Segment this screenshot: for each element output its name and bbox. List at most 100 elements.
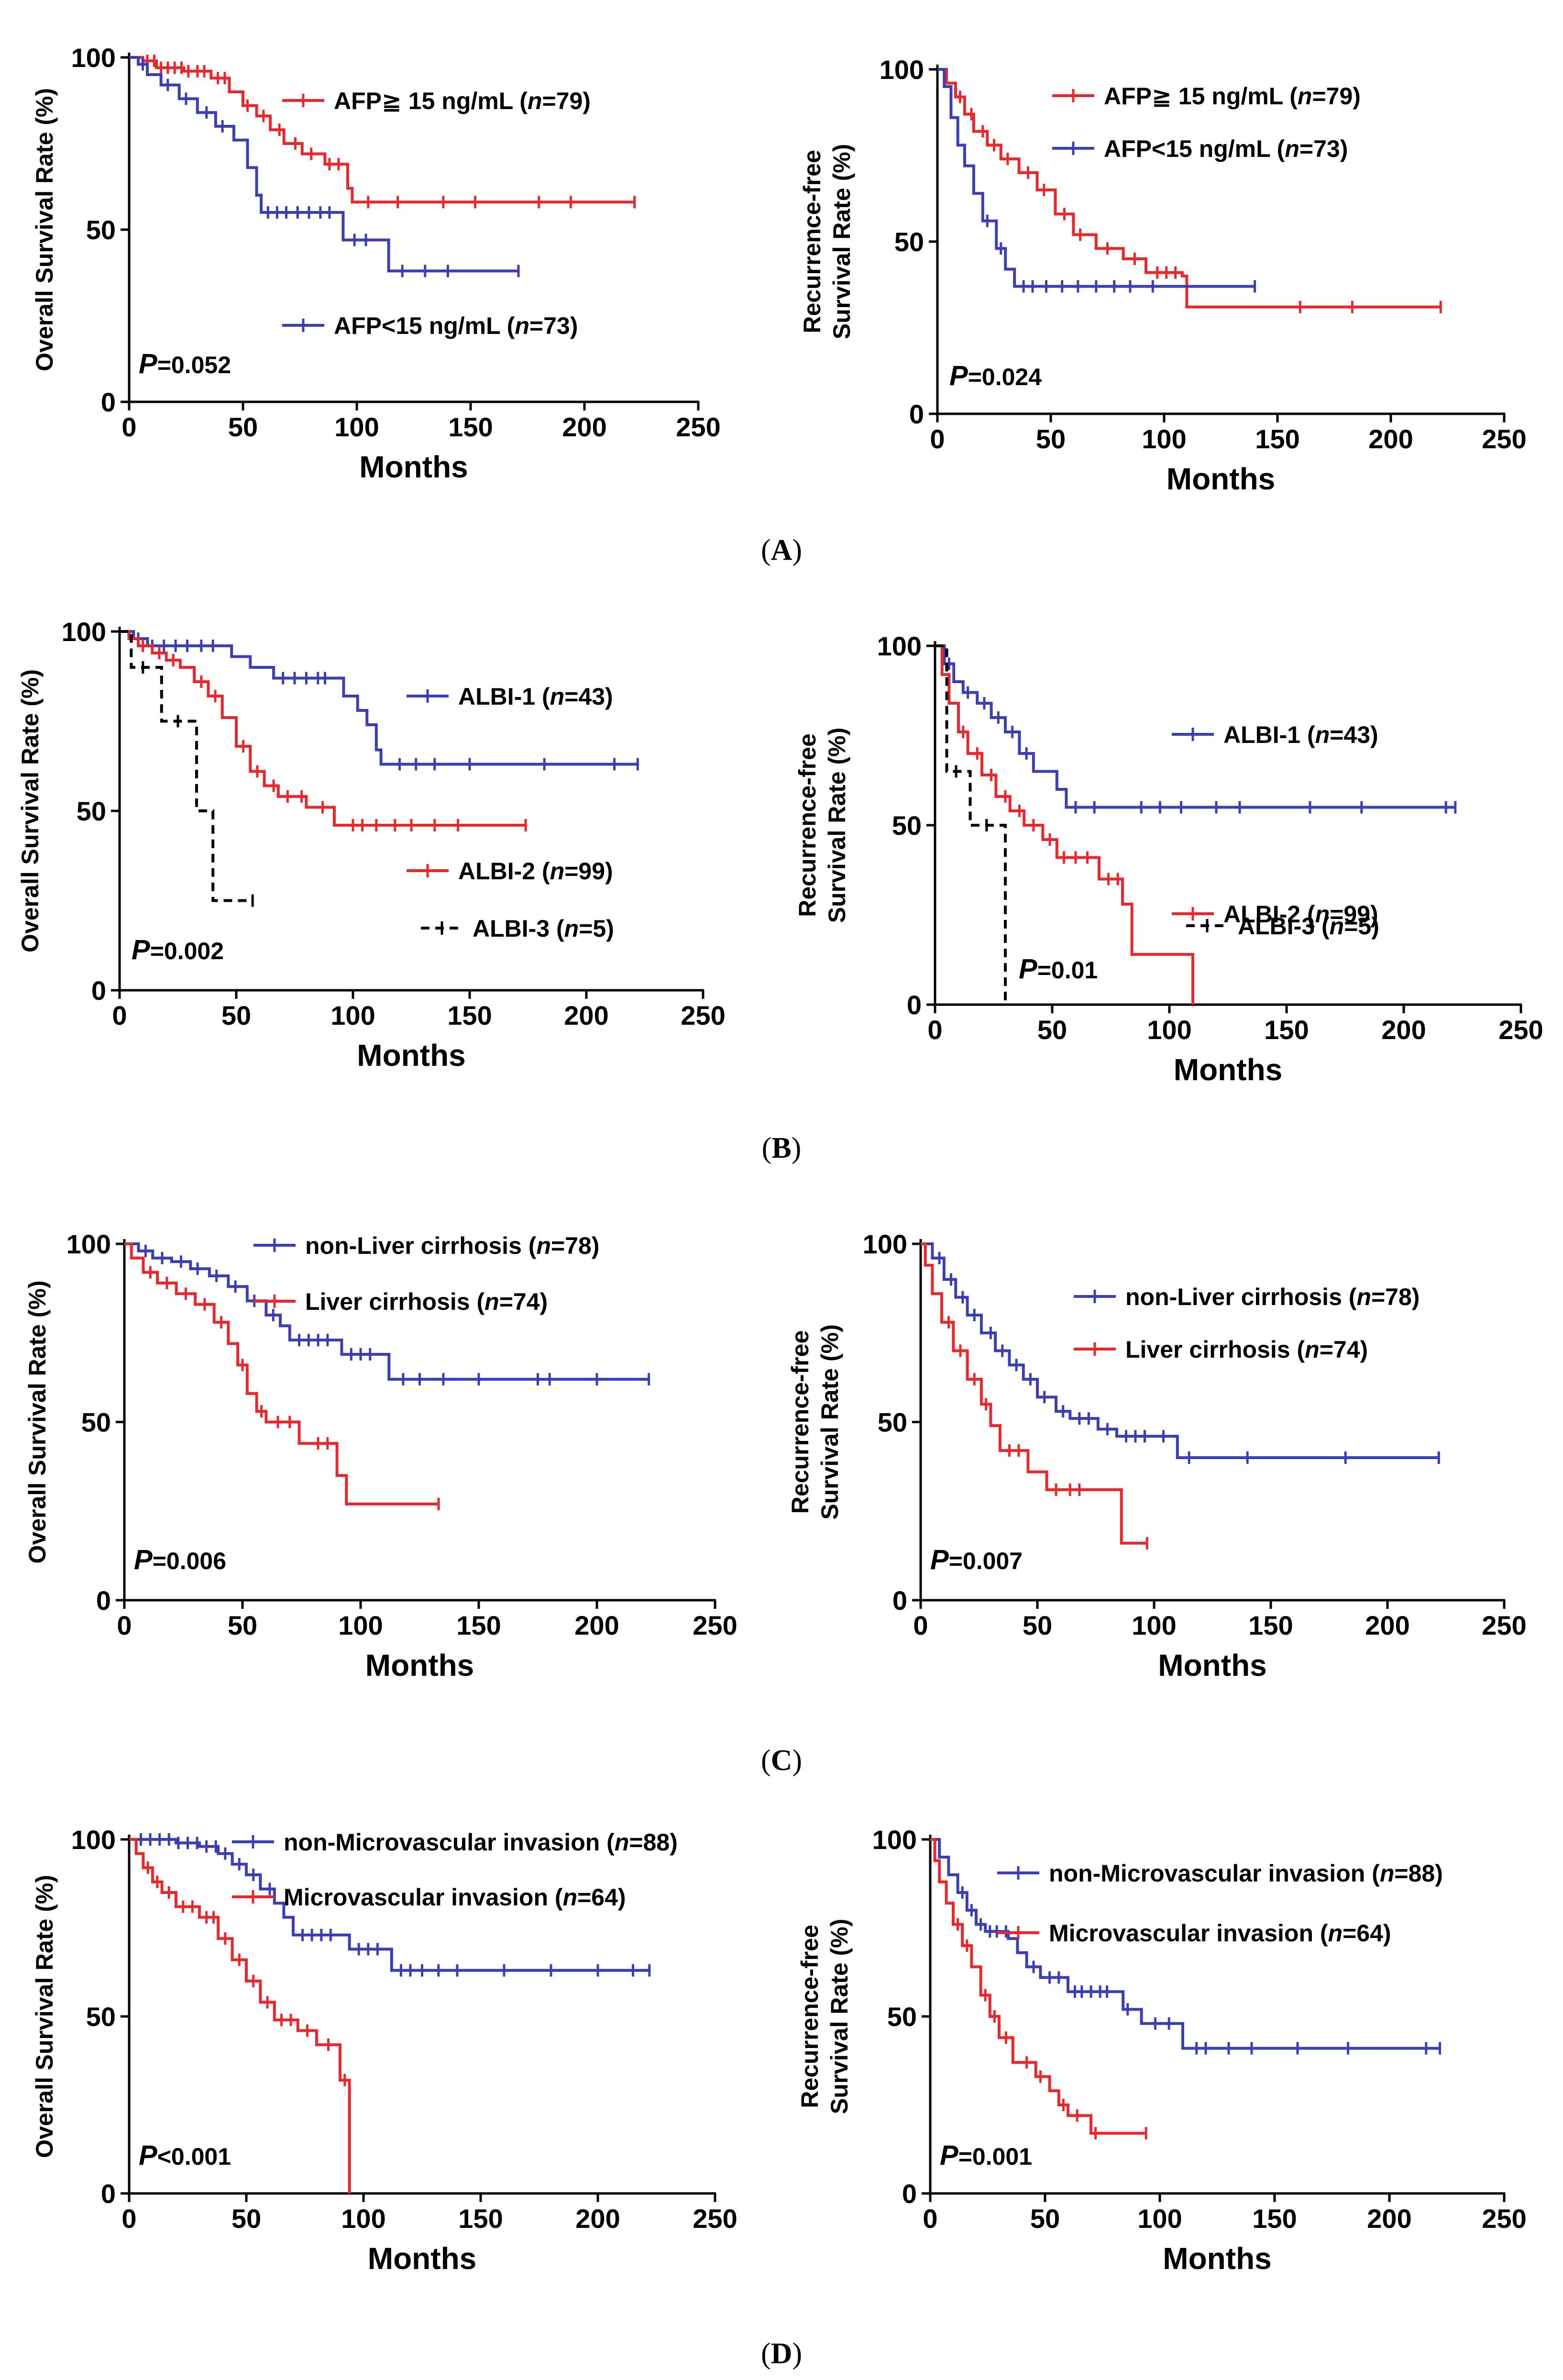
x-tick-label: 0: [112, 1000, 127, 1030]
p-value: P<0.001: [139, 2140, 231, 2171]
survival-curve: [129, 56, 635, 204]
legend-name: AFP<15 ng/mL (: [1104, 135, 1285, 162]
survival-curve: [935, 644, 1007, 1005]
legend-n-symbol: n: [484, 1288, 499, 1315]
x-axis-title: Months: [359, 450, 468, 484]
legend-n-symbol: n: [563, 1884, 578, 1911]
p-value: P=0.006: [134, 1544, 226, 1575]
legend-n-value: =88): [1394, 1860, 1442, 1887]
legend-label: non-Liver cirrhosis (n=78): [1125, 1284, 1420, 1310]
y-tick-label: 100: [66, 1229, 111, 1259]
survival-curve: [921, 1242, 1439, 1459]
legend-n-symbol: n: [1298, 83, 1312, 110]
series-afp-15-ng-ml: [129, 55, 636, 209]
legend-n-value: =64): [1343, 1920, 1391, 1947]
legend-n-value: =79): [1312, 83, 1360, 110]
x-tick-label: 200: [575, 2203, 620, 2234]
x-axis-title: Months: [1163, 2241, 1272, 2276]
legend-n-symbol: n: [1330, 913, 1344, 940]
legend-label: AFP≧ 15 ng/mL (n=79): [334, 88, 591, 114]
legend-entry: ALBI-3 (n=5): [1186, 913, 1379, 940]
y-tick-label: 100: [880, 55, 924, 85]
p-value-text: =0.01: [1037, 957, 1098, 984]
legend-name: non-Microvascular invasion (: [284, 1829, 615, 1856]
p-symbol: P: [940, 2140, 958, 2171]
x-axis-title: Months: [357, 1038, 466, 1073]
y-tick-label: 0: [892, 1585, 907, 1616]
x-tick-label: 50: [1030, 2203, 1060, 2234]
legend-name: Liver cirrhosis (: [1125, 1336, 1305, 1363]
x-tick-label: 200: [564, 1000, 608, 1030]
x-tick-label: 250: [681, 1000, 725, 1030]
y-axis-title-line: Recurrence-free: [787, 1330, 814, 1514]
series-afp-15-ng-ml: [129, 56, 520, 277]
legend-label: ALBI-1 (n=43): [1223, 721, 1378, 748]
p-value: P=0.007: [930, 1544, 1023, 1575]
p-value: P=0.001: [940, 2140, 1032, 2171]
x-tick-label: 200: [1365, 1610, 1409, 1640]
x-tick-label: 150: [447, 1000, 492, 1030]
legend-entry: ALBI-3 (n=5): [421, 915, 614, 942]
legend-n-symbol: n: [1315, 901, 1330, 928]
chart-c-recurrence-free: 0 50 100 150 200 250 0 50 100 Months Recurrence-fr…: [787, 1229, 1527, 1683]
legend-entry: non-Liver cirrhosis (n=78): [1074, 1284, 1420, 1310]
legend-label: ALBI-2 (n=99): [458, 858, 613, 885]
legend-n-value: =73): [529, 312, 578, 339]
legend-label: AFP<15 ng/mL (n=73): [1104, 135, 1348, 162]
x-tick-label: 0: [121, 2203, 136, 2234]
legend-n-value: =74): [499, 1288, 548, 1315]
legend-n-value: =99): [1330, 901, 1378, 928]
chart-d-overall-survival: 0 50 100 150 200 250 0 50 100 Months Overall Survi…: [31, 1825, 737, 2276]
y-tick-label: 50: [86, 2002, 116, 2032]
y-axis-title: Recurrence-free Survival Rate (%): [799, 144, 855, 339]
series-liver-cirrhosis: [921, 1242, 1148, 1550]
legend-n-value: =64): [577, 1884, 626, 1911]
legend-entry: ALBI-2 (n=99): [1172, 901, 1378, 928]
legend-n-symbol: n: [528, 88, 542, 114]
legend-entry: AFP<15 ng/mL (n=73): [1052, 135, 1348, 162]
y-axis-title-line: Recurrence-free: [794, 733, 821, 917]
legend-entry: Microvascular invasion (n=64): [997, 1920, 1391, 1947]
x-tick-label: 100: [1142, 424, 1186, 454]
x-tick-label: 250: [1482, 2203, 1526, 2234]
survival-curve: [120, 630, 526, 827]
legend-n-value: =79): [542, 88, 590, 114]
survival-curve: [129, 1838, 649, 1972]
series-microvascular-invasion: [930, 1838, 1147, 2140]
legend-label: non-Microvascular invasion (n=88): [284, 1829, 678, 1856]
chart-b-overall-survival: 0 50 100 150 200 250 0 50 100 Months Overall Survi…: [17, 617, 726, 1073]
x-tick-label: 50: [228, 1610, 257, 1640]
legend-n-value: =78): [551, 1232, 599, 1259]
x-tick-label: 100: [1147, 1015, 1191, 1045]
p-value-text: =0.002: [150, 938, 224, 964]
survival-curve: [935, 644, 1194, 1005]
legend-n-value: =43): [1330, 721, 1378, 748]
legend-n-symbol: n: [550, 858, 565, 885]
chart-a-recurrence-free: 0 50 100 150 200 250 0 50 100 Months Recurrence-fr…: [799, 55, 1527, 496]
panel-label-d: (D): [760, 2337, 803, 2370]
survival-curve: [937, 68, 1441, 309]
x-tick-label: 150: [1248, 1610, 1293, 1640]
x-tick-label: 0: [121, 412, 136, 442]
legend-name: ALBI-3 (: [473, 915, 564, 942]
x-tick-label: 250: [1498, 1015, 1543, 1045]
legend-n-value: =88): [629, 1829, 677, 1856]
p-symbol: P: [139, 2140, 157, 2171]
y-axis-title: Overall Survival Rate (%): [31, 88, 58, 371]
legend-label: AFP≧ 15 ng/mL (n=79): [1104, 83, 1361, 110]
series-albi-2: [935, 644, 1194, 1005]
legend-name: Microvascular invasion (: [284, 1884, 563, 1911]
y-axis-title: Overall Survival Rate (%): [24, 1281, 51, 1564]
x-axis-title: Months: [1174, 1052, 1283, 1087]
survival-curve: [124, 1242, 439, 1505]
x-tick-label: 250: [1482, 1610, 1526, 1640]
y-tick-label: 50: [878, 1407, 907, 1438]
x-tick-label: 50: [1036, 424, 1066, 454]
x-tick-label: 100: [334, 412, 379, 442]
legend-label: non-Microvascular invasion (n=88): [1049, 1860, 1443, 1887]
survival-curve: [129, 1838, 351, 2193]
x-tick-label: 0: [930, 424, 945, 454]
survival-curve: [937, 68, 1255, 288]
legend-n-value: =99): [564, 858, 613, 885]
x-tick-label: 150: [1252, 2203, 1297, 2234]
